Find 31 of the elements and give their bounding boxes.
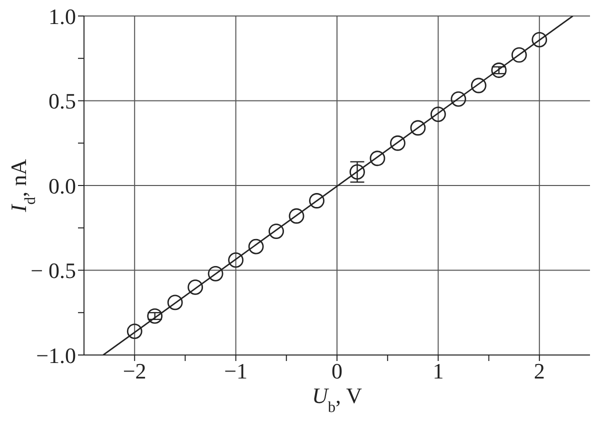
y-tick-label: 0.0	[48, 173, 76, 198]
x-tick-label: 0	[332, 358, 342, 384]
point	[228, 252, 244, 268]
point	[208, 266, 224, 282]
point	[309, 193, 324, 208]
x-axis-title: U$_{b}$, V	[312, 383, 362, 416]
y-tick-label: 1.0	[48, 4, 76, 29]
point	[430, 106, 446, 122]
x-tick-label: −2	[122, 358, 146, 384]
point	[410, 120, 426, 136]
y-tick-label: − 0.5	[30, 258, 76, 284]
point	[288, 208, 304, 224]
point	[147, 308, 163, 324]
point	[167, 294, 183, 310]
x-tick-label: 2	[534, 358, 545, 384]
point	[350, 164, 365, 180]
point	[126, 324, 142, 339]
x-tick-label: −1	[224, 358, 248, 384]
point	[390, 135, 406, 151]
point	[450, 91, 466, 107]
point	[470, 78, 486, 94]
point	[491, 62, 507, 78]
y-tick-label: 0.5	[48, 88, 76, 114]
point	[248, 238, 264, 254]
point	[370, 150, 386, 166]
point	[268, 224, 284, 239]
point	[511, 47, 527, 63]
x-tick-label: 1	[432, 358, 444, 384]
point	[532, 32, 548, 48]
point	[188, 280, 204, 295]
y-tick-label: −1.0	[36, 342, 76, 368]
